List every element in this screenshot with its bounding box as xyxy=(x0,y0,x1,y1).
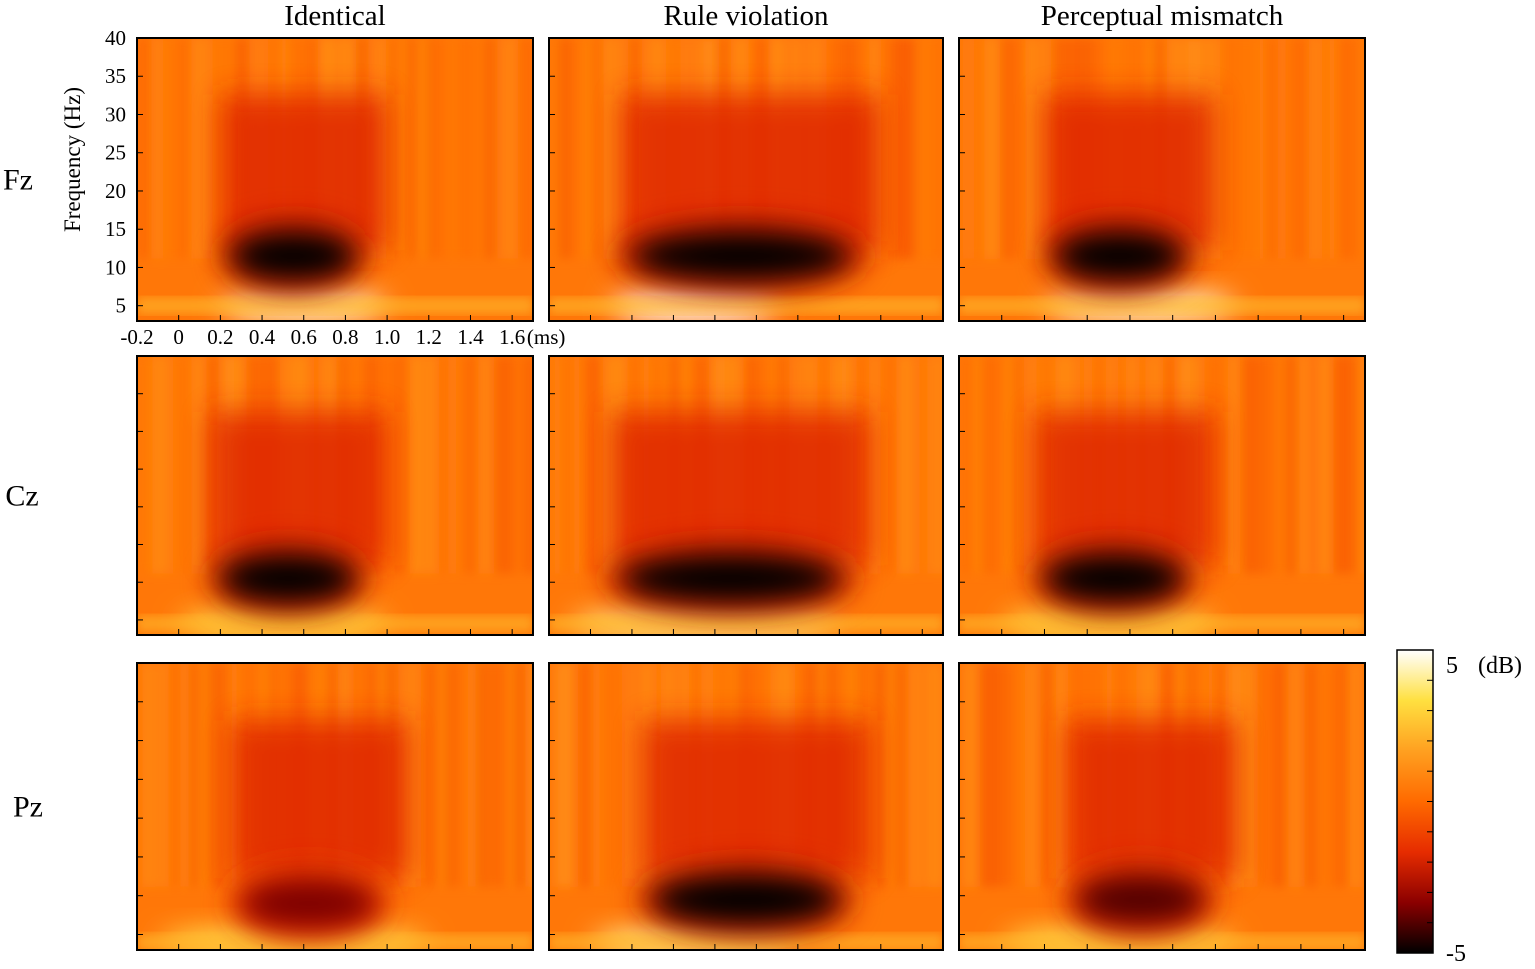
suppression-haze xyxy=(1065,720,1237,879)
alpha-blob xyxy=(241,879,377,928)
alpha-blob xyxy=(1044,554,1184,603)
panel-frame xyxy=(136,355,534,636)
suppression-haze xyxy=(642,720,871,879)
row-label: Cz xyxy=(5,480,38,513)
x-tick-label: 0.8 xyxy=(332,325,358,349)
alpha-blob xyxy=(1055,231,1184,281)
row-label: Fz xyxy=(3,164,33,197)
panel-Pz-rule-violation xyxy=(549,663,943,950)
suppression-haze xyxy=(209,411,388,566)
alpha-blob xyxy=(220,554,356,603)
colorbar-max-label: 5 xyxy=(1446,653,1458,679)
alpha-blob xyxy=(621,554,840,603)
y-tick-label: 15 xyxy=(105,217,126,241)
low-frequency-band xyxy=(137,297,533,315)
low-frequency-band xyxy=(959,297,1365,315)
alpha-blob xyxy=(230,231,356,281)
x-tick-label: 0.2 xyxy=(207,325,233,349)
panel-frame xyxy=(958,662,1366,951)
low-frequency-band xyxy=(137,615,533,633)
panel-Fz-perceptual-mismatch xyxy=(959,38,1365,321)
x-tick-label: 0 xyxy=(173,325,184,349)
row-label: Pz xyxy=(13,791,43,824)
y-tick-label: 25 xyxy=(105,141,126,165)
column-title: Rule violation xyxy=(663,0,829,32)
panel-frame xyxy=(136,662,534,951)
low-frequency-band xyxy=(959,615,1365,633)
panel-Cz-identical xyxy=(137,356,533,635)
suppression-haze xyxy=(611,411,871,566)
x-tick-label: -0.2 xyxy=(120,325,153,349)
panel-Pz-identical xyxy=(137,663,533,950)
column-title: Perceptual mismatch xyxy=(1041,0,1284,32)
x-tick-label: 1.4 xyxy=(457,325,484,349)
low-frequency-band xyxy=(549,615,943,633)
y-tick-label: 35 xyxy=(105,64,126,88)
y-tick-label: 5 xyxy=(116,294,127,318)
panel-Fz-identical xyxy=(137,38,533,321)
y-axis-label: Frequency (Hz) xyxy=(60,87,85,232)
alpha-blob xyxy=(652,875,840,924)
panel-Pz-perceptual-mismatch xyxy=(959,663,1365,950)
x-axis-label: (ms) xyxy=(527,325,566,349)
row-labels: Fz Cz Pz xyxy=(3,164,43,824)
low-frequency-band xyxy=(549,297,943,315)
colorbar-unit: (dB) xyxy=(1478,653,1522,679)
panel-Fz-rule-violation xyxy=(549,38,943,321)
suppression-haze xyxy=(230,720,408,879)
panel-Cz-rule-violation xyxy=(549,356,943,635)
y-tick-label: 30 xyxy=(105,102,126,126)
alpha-blob xyxy=(631,231,850,281)
colorbar-min-label: -5 xyxy=(1446,941,1466,967)
x-tick-label: 1.0 xyxy=(374,325,400,349)
x-tick-label: 0.6 xyxy=(291,325,317,349)
panel-Cz-perceptual-mismatch xyxy=(959,356,1365,635)
column-title: Identical xyxy=(284,0,385,32)
x-tick-label: 0.4 xyxy=(249,325,276,349)
panel-frame xyxy=(548,355,944,636)
axes: -0.2 0 0.2 0.4 0.6 0.8 1.0 1.2 1.4 1.6 (ms) 5 10 15 20… xyxy=(60,26,1366,951)
y-tick-label: 20 xyxy=(105,179,126,203)
low-frequency-band xyxy=(549,933,943,950)
panel-frame xyxy=(548,662,944,951)
colorbar: 5 (dB) -5 xyxy=(1396,649,1522,967)
alpha-blob xyxy=(1076,875,1205,924)
low-frequency-band xyxy=(959,933,1365,950)
suppression-haze xyxy=(1033,411,1216,566)
panel-frame xyxy=(136,37,534,322)
heatmap-panels xyxy=(137,38,1365,950)
panel-frame xyxy=(958,37,1366,322)
low-frequency-band xyxy=(137,933,533,950)
x-tick-label: 1.6 xyxy=(499,325,525,349)
column-titles: Identical Rule violation Perceptual mismat… xyxy=(284,0,1283,32)
panel-frame xyxy=(548,37,944,322)
y-tick-label: 10 xyxy=(105,255,126,279)
y-tick-label: 40 xyxy=(105,26,126,50)
x-tick-label: 1.2 xyxy=(416,325,442,349)
panel-frame xyxy=(958,355,1366,636)
